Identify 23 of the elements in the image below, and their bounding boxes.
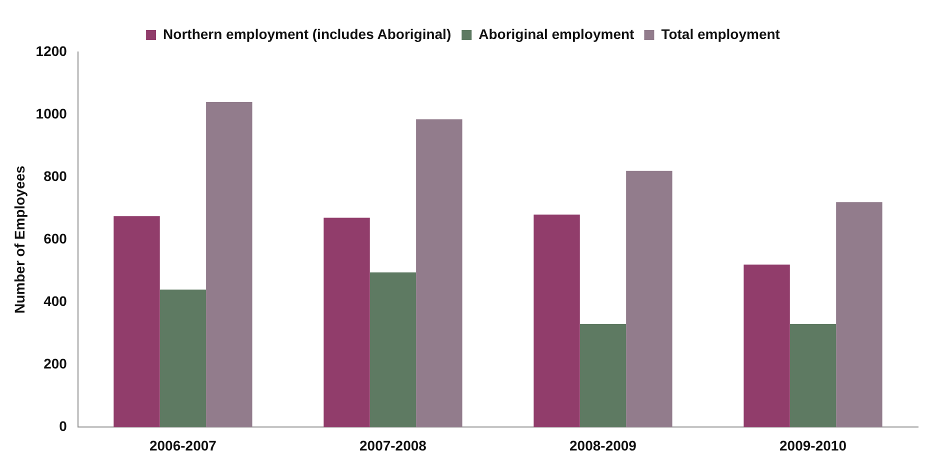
x-tick-label: 2009-2010 bbox=[780, 437, 847, 454]
y-axis-title: Number of Employees bbox=[11, 165, 28, 314]
bar bbox=[744, 264, 790, 428]
bar bbox=[114, 216, 160, 428]
y-tick-label: 1200 bbox=[36, 42, 68, 59]
x-tick-label: 2008-2009 bbox=[570, 437, 637, 454]
y-tick-label: 800 bbox=[44, 168, 68, 184]
bar bbox=[534, 214, 580, 428]
y-tick-label: 0 bbox=[59, 418, 68, 434]
y-tick-label: 200 bbox=[44, 356, 68, 372]
bar bbox=[370, 272, 416, 428]
legend-label: Northern employment (includes Aboriginal) bbox=[163, 26, 452, 42]
y-tick-label: 400 bbox=[44, 292, 68, 309]
x-tick-label: 2006-2007 bbox=[149, 437, 217, 454]
bar bbox=[790, 324, 836, 428]
bar bbox=[580, 324, 626, 428]
legend-label: Total employment bbox=[661, 26, 780, 42]
bar bbox=[324, 218, 370, 428]
legend-label: Aboriginal employment bbox=[478, 26, 635, 42]
y-tick-label: 600 bbox=[44, 230, 68, 246]
bar bbox=[160, 290, 206, 428]
x-tick-label: 2007-2008 bbox=[359, 437, 427, 454]
y-tick-label: 1000 bbox=[36, 105, 68, 122]
